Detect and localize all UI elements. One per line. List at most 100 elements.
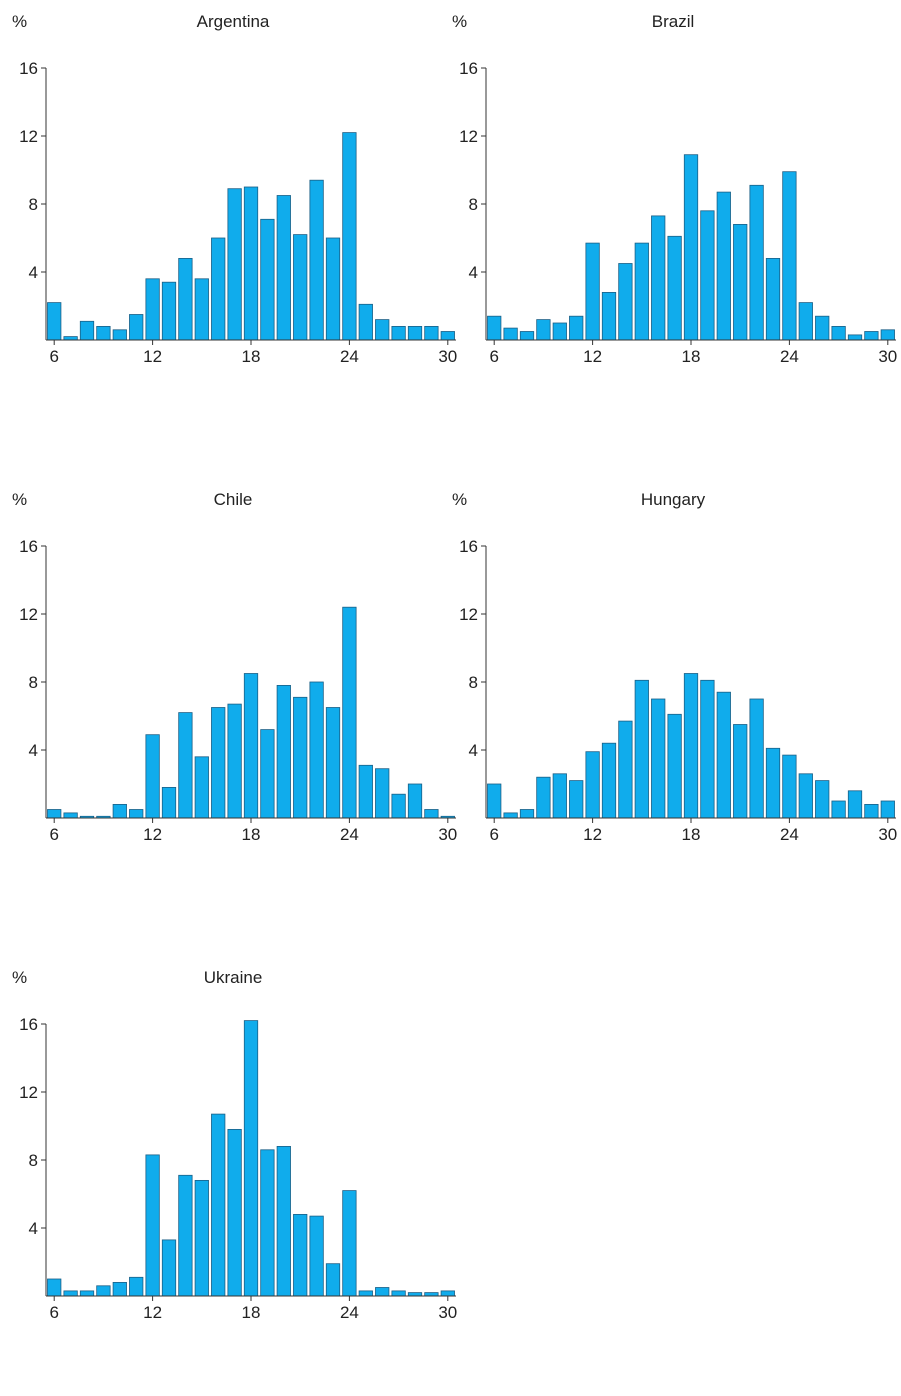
bar-8 xyxy=(79,1290,95,1297)
bar-26 xyxy=(815,315,830,341)
y-tick-label: 12 xyxy=(19,127,38,146)
bar-11 xyxy=(129,809,144,819)
y-tick-label: 12 xyxy=(459,605,478,624)
y-unit-label: % xyxy=(12,490,28,509)
bar-21 xyxy=(293,1213,308,1297)
bar-22 xyxy=(309,179,324,341)
chart-title: Chile xyxy=(213,490,253,509)
x-tick-label: 24 xyxy=(340,1303,359,1322)
bar-18 xyxy=(243,1020,259,1297)
x-tick-label: 18 xyxy=(682,825,701,844)
y-tick-label: 16 xyxy=(19,59,38,78)
bar-17 xyxy=(227,703,242,819)
bar-12 xyxy=(585,751,600,819)
bar-28 xyxy=(407,1292,423,1297)
chart-title: Argentina xyxy=(196,12,270,31)
bar-23 xyxy=(765,257,781,341)
bar-16 xyxy=(211,237,226,341)
bar-27 xyxy=(831,800,846,819)
x-tick-label: 6 xyxy=(489,347,498,366)
bar-8 xyxy=(79,320,95,341)
y-tick-label: 4 xyxy=(469,263,478,282)
y-tick-label: 8 xyxy=(469,673,478,692)
bar-29 xyxy=(864,803,879,819)
y-unit-label: % xyxy=(12,968,28,987)
chart-plot: 4 8 12 16 6 12 18 24 30 xyxy=(459,59,897,366)
bar-6 xyxy=(47,1278,62,1297)
bar-19 xyxy=(700,679,715,819)
bar-16 xyxy=(651,698,666,819)
bar-16 xyxy=(211,1113,226,1297)
bar-9 xyxy=(96,325,111,341)
chart-plot: 4 8 12 16 6 12 18 24 30 xyxy=(19,1015,457,1322)
bar-15 xyxy=(634,242,649,341)
bar-10 xyxy=(112,329,127,341)
bar-22 xyxy=(309,681,324,819)
bar-20 xyxy=(276,684,291,819)
bar-14 xyxy=(178,257,193,341)
bar-22 xyxy=(749,698,764,819)
bar-6 xyxy=(47,302,62,341)
bar-25 xyxy=(358,303,373,341)
x-tick-label: 30 xyxy=(438,347,457,366)
y-tick-label: 8 xyxy=(29,673,38,692)
x-tick-label: 24 xyxy=(340,825,359,844)
y-tick-label: 16 xyxy=(19,537,38,556)
bar-10 xyxy=(552,322,567,341)
y-tick-label: 4 xyxy=(29,741,38,760)
chart-panel-brazil: % Brazil 4 8 12 16 6 12 18 24 30 xyxy=(440,0,897,440)
bar-6 xyxy=(487,783,502,819)
bar-26 xyxy=(375,319,390,341)
y-tick-label: 16 xyxy=(459,59,478,78)
y-tick-label: 12 xyxy=(459,127,478,146)
bar-23 xyxy=(325,707,341,819)
bar-7 xyxy=(63,812,78,819)
bar-13 xyxy=(601,291,617,341)
bar-11 xyxy=(129,314,144,341)
y-tick-label: 8 xyxy=(469,195,478,214)
bar-14 xyxy=(618,263,633,341)
bar-14 xyxy=(178,712,193,819)
bar-10 xyxy=(112,1281,127,1297)
bar-22 xyxy=(749,184,764,341)
bar-14 xyxy=(618,720,633,819)
x-tick-label: 12 xyxy=(583,347,602,366)
bar-27 xyxy=(831,325,846,341)
y-tick-label: 4 xyxy=(469,741,478,760)
bar-24 xyxy=(782,171,797,341)
bar-23 xyxy=(325,237,341,341)
bar-12 xyxy=(145,278,160,341)
bar-23 xyxy=(325,1263,341,1297)
bar-10 xyxy=(552,773,567,819)
bar-9 xyxy=(536,319,551,341)
bar-6 xyxy=(487,315,502,341)
bar-21 xyxy=(733,223,748,341)
y-tick-label: 16 xyxy=(459,537,478,556)
x-tick-label: 6 xyxy=(489,825,498,844)
bar-8 xyxy=(519,809,535,819)
y-tick-label: 16 xyxy=(19,1015,38,1034)
x-tick-label: 12 xyxy=(143,825,162,844)
y-unit-label: % xyxy=(452,12,468,31)
bar-30 xyxy=(440,1290,455,1297)
bar-16 xyxy=(651,215,666,341)
bar-29 xyxy=(424,325,439,341)
bar-21 xyxy=(733,724,748,819)
x-tick-label: 6 xyxy=(49,1303,58,1322)
bar-25 xyxy=(358,1290,373,1297)
bar-22 xyxy=(309,1215,324,1297)
bar-24 xyxy=(782,754,797,819)
bar-12 xyxy=(145,1154,160,1297)
x-tick-label: 12 xyxy=(143,347,162,366)
bar-27 xyxy=(391,325,406,341)
bar-17 xyxy=(667,713,682,819)
bar-13 xyxy=(161,1239,177,1297)
bar-20 xyxy=(716,191,731,341)
bar-20 xyxy=(716,691,731,819)
bar-7 xyxy=(63,1290,78,1297)
bar-25 xyxy=(358,764,373,819)
bar-21 xyxy=(293,696,308,819)
bar-11 xyxy=(569,315,584,341)
bar-20 xyxy=(276,195,291,341)
x-tick-label: 24 xyxy=(780,825,799,844)
